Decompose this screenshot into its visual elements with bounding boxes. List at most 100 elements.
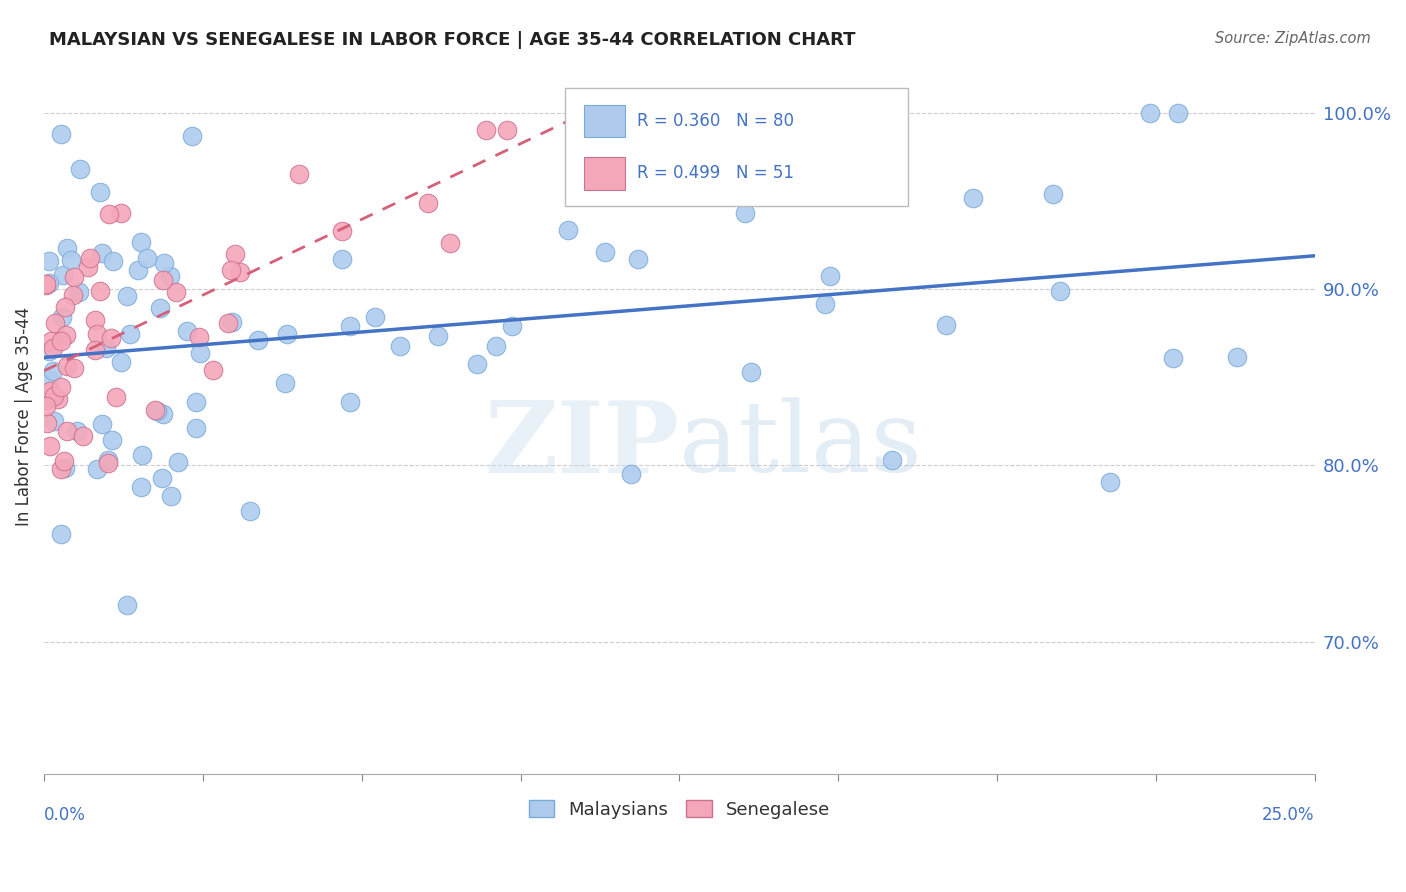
- Point: [49, 380, 72, 394]
- Point: [84, 343, 107, 358]
- Text: ZIP: ZIP: [485, 397, 679, 494]
- Point: [42, 342, 65, 356]
- Point: [79, 251, 101, 265]
- Point: [49, 462, 72, 476]
- Point: [105, 390, 128, 404]
- Point: [34, 400, 56, 414]
- Point: [129, 235, 152, 249]
- Point: [53, 461, 76, 475]
- Point: [485, 339, 508, 353]
- Point: [184, 421, 207, 435]
- Point: [880, 452, 903, 467]
- Point: [740, 170, 762, 185]
- Point: [439, 235, 461, 250]
- Point: [239, 504, 262, 518]
- Point: [152, 407, 174, 421]
- Point: [39, 334, 62, 348]
- Point: [150, 471, 173, 485]
- Text: MALAYSIAN VS SENEGALESE IN LABOR FORCE | AGE 35-44 CORRELATION CHART: MALAYSIAN VS SENEGALESE IN LABOR FORCE |…: [49, 31, 856, 49]
- Point: [159, 489, 181, 503]
- Point: [935, 318, 957, 333]
- Point: [55, 359, 77, 374]
- Text: Source: ZipAtlas.com: Source: ZipAtlas.com: [1215, 31, 1371, 46]
- Point: [330, 224, 353, 238]
- Point: [62, 360, 84, 375]
- Point: [339, 394, 361, 409]
- Text: atlas: atlas: [679, 398, 922, 493]
- Point: [55, 328, 77, 343]
- Point: [427, 329, 450, 343]
- Point: [180, 129, 202, 144]
- Point: [219, 262, 242, 277]
- Point: [35, 416, 58, 430]
- Point: [44, 316, 66, 330]
- Point: [187, 330, 209, 344]
- Point: [184, 394, 207, 409]
- Point: [115, 289, 138, 303]
- Point: [465, 357, 488, 371]
- Point: [76, 260, 98, 274]
- Point: [247, 333, 270, 347]
- Point: [97, 453, 120, 467]
- Text: 25.0%: 25.0%: [1263, 806, 1315, 824]
- Point: [1098, 475, 1121, 489]
- Point: [101, 434, 124, 448]
- Point: [149, 301, 172, 315]
- Point: [734, 206, 756, 220]
- Point: [814, 297, 837, 311]
- Point: [389, 339, 412, 353]
- Point: [100, 331, 122, 345]
- Point: [962, 191, 984, 205]
- Point: [63, 269, 86, 284]
- Point: [55, 424, 77, 438]
- Point: [557, 223, 579, 237]
- Point: [593, 245, 616, 260]
- Point: [38, 373, 60, 387]
- Point: [626, 252, 648, 267]
- Point: [146, 404, 169, 418]
- Point: [136, 252, 159, 266]
- Point: [34, 278, 56, 293]
- Point: [55, 241, 77, 255]
- Point: [98, 207, 121, 221]
- Y-axis label: In Labor Force | Age 35-44: In Labor Force | Age 35-44: [15, 308, 32, 526]
- Text: R = 0.360   N = 80: R = 0.360 N = 80: [637, 112, 794, 130]
- Point: [83, 313, 105, 327]
- Point: [60, 253, 83, 268]
- Point: [53, 454, 76, 468]
- Point: [495, 123, 517, 137]
- Point: [97, 456, 120, 470]
- Point: [110, 354, 132, 368]
- Point: [188, 346, 211, 360]
- Point: [287, 167, 309, 181]
- Point: [94, 341, 117, 355]
- Point: [86, 461, 108, 475]
- Point: [416, 196, 439, 211]
- Point: [44, 414, 66, 428]
- Point: [1049, 285, 1071, 299]
- Point: [159, 268, 181, 283]
- Point: [110, 205, 132, 219]
- Point: [224, 247, 246, 261]
- Point: [501, 319, 523, 334]
- Point: [38, 384, 60, 399]
- Point: [127, 262, 149, 277]
- Point: [330, 252, 353, 266]
- Point: [221, 315, 243, 329]
- Point: [115, 598, 138, 612]
- Point: [1226, 350, 1249, 364]
- Point: [49, 527, 72, 541]
- Point: [103, 253, 125, 268]
- Point: [129, 480, 152, 494]
- Point: [475, 123, 498, 137]
- Point: [120, 327, 142, 342]
- Point: [72, 429, 94, 443]
- Point: [89, 186, 111, 200]
- Point: [740, 365, 762, 379]
- Point: [165, 285, 187, 300]
- Point: [51, 127, 73, 141]
- Point: [167, 455, 190, 469]
- Point: [69, 161, 91, 176]
- Point: [89, 284, 111, 298]
- Point: [65, 424, 87, 438]
